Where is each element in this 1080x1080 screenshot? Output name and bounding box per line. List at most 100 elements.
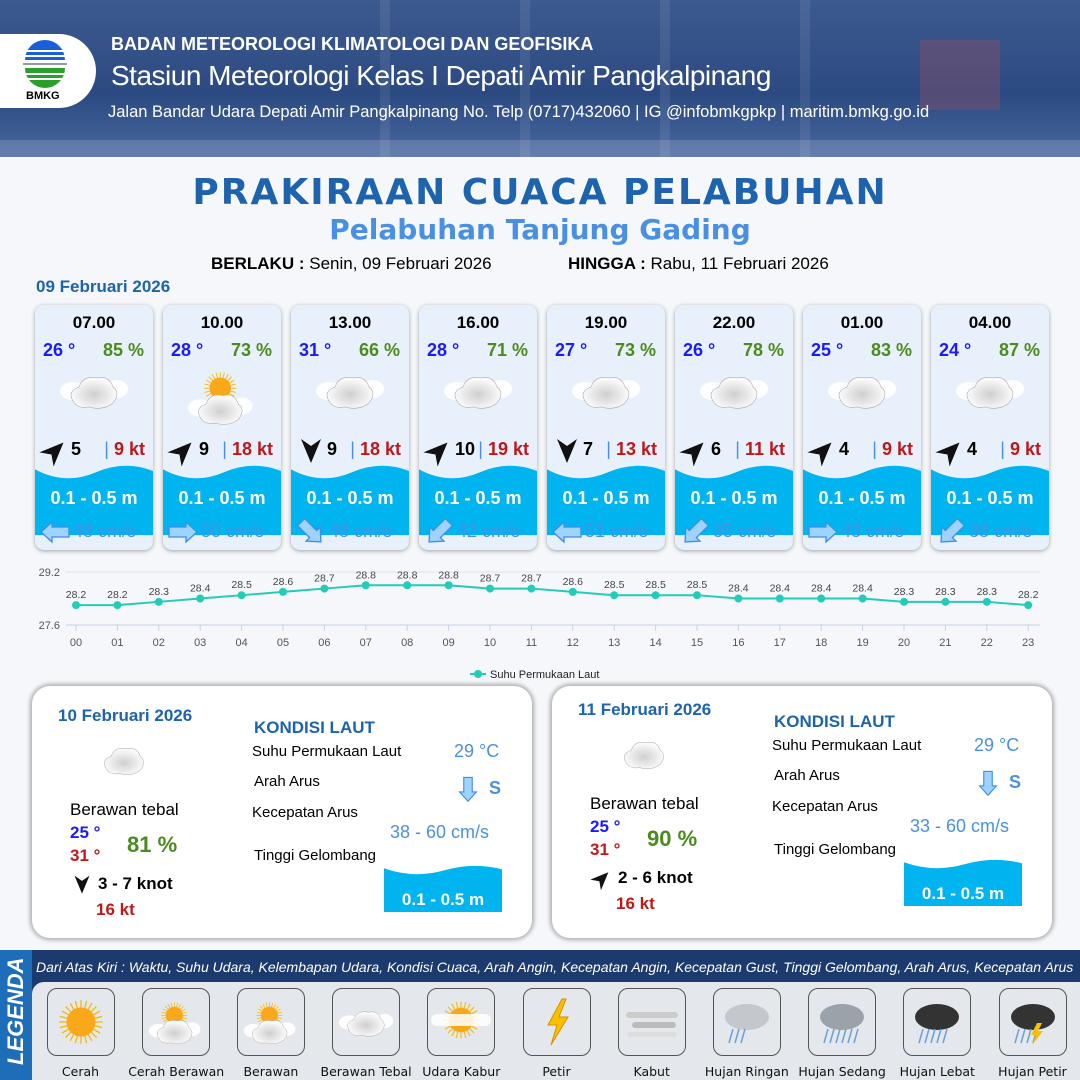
current-direction-value: S	[1009, 772, 1022, 792]
sun-icon	[46, 988, 115, 1056]
gust-speed: | 9 kt	[872, 439, 913, 459]
x-tick-label: 20	[898, 637, 910, 649]
current-direction-label: Arah Arus	[774, 767, 840, 784]
data-point[interactable]	[734, 594, 743, 603]
legend-item-label: Kabut	[633, 1064, 670, 1079]
data-point[interactable]	[72, 601, 80, 610]
data-point[interactable]	[486, 584, 494, 593]
legend-label[interactable]: Suhu Permukaan Laut	[490, 669, 599, 681]
data-point[interactable]	[941, 597, 950, 606]
humidity: 78 %	[742, 340, 784, 360]
forecast-card: 10.00 28 ° 73 % 9 | 18 kt 0.1 - 0.5 m 50…	[163, 305, 281, 550]
gust-speed: 16 kt	[96, 900, 135, 919]
heavy-rain-icon	[903, 988, 972, 1056]
x-tick-label: 17	[774, 637, 786, 649]
data-point[interactable]	[403, 581, 412, 590]
data-point[interactable]	[237, 591, 246, 600]
air-temperature: 25 °	[811, 340, 844, 360]
legend-item-label: Hujan Lebat	[899, 1064, 975, 1079]
legend-item-light-rain: Hujan Ringan	[699, 988, 794, 1079]
x-tick-label: 10	[484, 637, 496, 649]
wave-height: 0.1 - 0.5 m	[946, 488, 1034, 508]
lightning-icon	[522, 988, 591, 1056]
data-point[interactable]	[320, 584, 329, 593]
data-point[interactable]	[527, 584, 536, 593]
data-label: 28.3	[935, 586, 956, 598]
current-direction-value: S	[489, 778, 502, 798]
data-point[interactable]	[610, 591, 619, 600]
wave-height: 0.1 - 0.5 m	[306, 488, 394, 508]
data-label: 28.2	[1018, 589, 1039, 601]
weather-description: Berawan tebal	[70, 800, 179, 819]
legend-item-label: Hujan Petir	[998, 1064, 1067, 1079]
data-point[interactable]	[113, 601, 122, 610]
logo-text: BMKG	[26, 90, 60, 102]
legend-item-label: Udara Kabur	[422, 1064, 501, 1079]
x-tick-label: 05	[277, 637, 289, 649]
wind-speed: 6	[711, 439, 722, 459]
x-tick-label: 01	[111, 637, 123, 649]
data-point[interactable]	[651, 591, 660, 600]
data-point[interactable]	[693, 591, 701, 600]
wind-direction-icon	[935, 437, 965, 470]
current-direction-icon	[807, 519, 839, 550]
legend-item-cloud: Berawan Tebal	[319, 988, 414, 1079]
data-point[interactable]	[775, 594, 784, 603]
rain-icon	[808, 988, 877, 1056]
x-tick-label: 07	[360, 637, 372, 649]
data-label: 28.3	[977, 586, 998, 598]
data-point[interactable]	[279, 587, 287, 596]
wave-icon	[35, 463, 153, 540]
data-point[interactable]	[858, 594, 867, 603]
berawan-tebal-icon	[315, 369, 385, 416]
data-label: 28.5	[687, 579, 708, 591]
data-label: 28.8	[397, 569, 418, 581]
legend-item-sun: Cerah	[33, 988, 128, 1079]
humidity: 90 %	[647, 826, 698, 851]
gust-speed: | 18 kt	[350, 439, 401, 459]
x-tick-label: 12	[567, 637, 579, 649]
data-point[interactable]	[196, 594, 205, 603]
air-temperature: 28 °	[427, 340, 460, 360]
gust-speed: 16 kt	[616, 894, 655, 913]
valid-from-value: Senin, 09 Februari 2026	[309, 254, 492, 273]
x-tick-label: 04	[235, 637, 247, 649]
data-point[interactable]	[900, 597, 908, 606]
wind-direction-icon	[807, 437, 837, 470]
legend-item-heavy-rain: Hujan Lebat	[890, 988, 985, 1079]
org-name: BADAN METEOROLOGI KLIMATOLOGI DAN GEOFIS…	[111, 34, 594, 54]
page-title: PRAKIRAAN CUACA PELABUHAN	[192, 172, 888, 213]
wave-height-value: 0.1 - 0.5 m	[921, 884, 1005, 903]
data-point[interactable]	[361, 581, 370, 590]
data-point[interactable]	[154, 597, 163, 606]
data-point[interactable]	[444, 581, 453, 590]
x-tick-label: 13	[608, 637, 620, 649]
current-direction-icon	[454, 776, 481, 804]
legend-item-label: Hujan Ringan	[704, 1064, 789, 1079]
current-speed: 51 cm/s	[585, 521, 649, 541]
station-address: Jalan Bandar Udara Depati Amir Pangkalpi…	[108, 103, 930, 121]
gust-speed: | 18 kt	[222, 439, 273, 459]
y-tick-label: 29.2	[39, 567, 60, 579]
wind-speed-range: 2 - 6 knot	[618, 868, 693, 887]
valid-to-label: HINGGA :	[568, 254, 646, 273]
air-temperature: 24 °	[939, 340, 972, 360]
station-name: Stasiun Meteorologi Kelas I Depati Amir …	[111, 60, 771, 91]
data-label: 28.7	[480, 573, 501, 585]
data-point[interactable]	[817, 594, 826, 603]
wave-icon	[803, 463, 921, 540]
sun-cloud-icon	[141, 988, 210, 1056]
header-banner: BMKG BADAN METEOROLOGI KLIMATOLOGI DAN G…	[0, 0, 1080, 157]
air-temperature: 31 °	[299, 340, 332, 360]
current-direction-icon	[423, 517, 455, 550]
forecast-card: 04.00 24 ° 87 % 4 | 9 kt 0.1 - 0.5 m 38 …	[931, 305, 1049, 550]
sea-condition-heading: KONDISI LAUT	[254, 718, 375, 737]
wave-icon	[547, 463, 665, 540]
current-speed: 38 cm/s	[969, 521, 1033, 541]
x-tick-label: 02	[153, 637, 165, 649]
legend-item-sun-cloud: Cerah Berawan	[128, 988, 224, 1079]
data-point[interactable]	[1024, 601, 1033, 610]
data-point[interactable]	[568, 587, 577, 596]
data-point[interactable]	[982, 597, 991, 606]
wave-icon	[163, 463, 281, 540]
